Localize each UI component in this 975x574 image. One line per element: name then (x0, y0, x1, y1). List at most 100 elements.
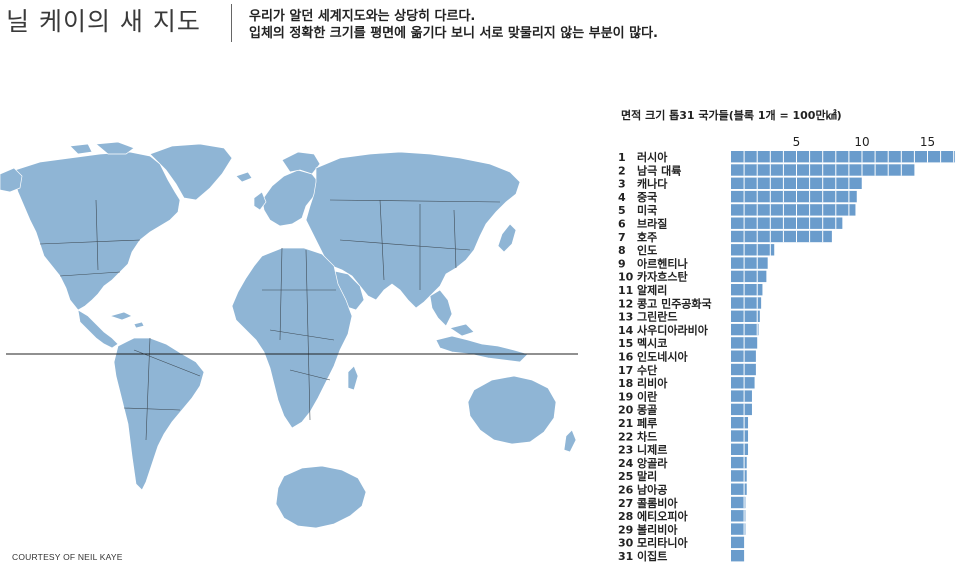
country-label: 수단 (637, 363, 657, 377)
land-central-america (77, 309, 119, 349)
land-alaska (0, 167, 23, 193)
bar (731, 151, 956, 163)
bar (731, 363, 756, 376)
land-asia (305, 151, 521, 309)
land-south-america (113, 337, 205, 491)
rank-label: 13 (618, 311, 633, 324)
x-tick-label: 5 (793, 135, 801, 149)
rank-label: 22 (618, 430, 633, 443)
country-label: 남극 대륙 (637, 163, 681, 177)
rank-label: 1 (618, 151, 626, 164)
map-country-borders (39, 199, 501, 441)
country-label: 볼리비아 (637, 522, 678, 536)
land-antarctica (275, 465, 367, 529)
bar-chart: 5 10 15 1 러시아 2 남극 대륙 3 캐나다 4 중국 5 미국 6 브라질 7 호주 8 인도 9 아르헨… (618, 135, 956, 563)
country-label: 인도 (637, 243, 657, 257)
bar (731, 496, 746, 509)
rank-label: 7 (618, 231, 626, 244)
x-axis-ticks: 5 10 15 (793, 135, 935, 149)
rank-label: 4 (618, 191, 626, 204)
land-greenland (149, 143, 233, 201)
bar (731, 257, 768, 269)
world-map-svg (0, 141, 578, 529)
rank-label: 27 (618, 497, 633, 510)
country-label: 미국 (637, 203, 657, 217)
bar (731, 190, 857, 203)
rank-label: 11 (618, 284, 633, 297)
bar (731, 230, 832, 243)
country-label: 인도네시아 (637, 350, 688, 364)
bar (731, 390, 752, 402)
land-africa (231, 247, 353, 429)
rank-label: 25 (618, 470, 633, 483)
country-label: 페루 (637, 416, 657, 430)
rank-label: 16 (618, 351, 634, 364)
country-label: 에티오피아 (637, 509, 688, 523)
bar (731, 270, 767, 283)
rank-label: 30 (618, 537, 634, 550)
rank-label: 9 (618, 257, 626, 270)
country-label: 그린란드 (637, 310, 677, 324)
rank-label: 21 (618, 417, 633, 430)
country-label: 호주 (637, 230, 657, 244)
land-scandinavia (281, 151, 321, 175)
bar (731, 470, 747, 482)
rank-label: 18 (618, 377, 633, 390)
land-southeast-asia (429, 289, 453, 327)
world-map (0, 140, 580, 570)
rank-label: 2 (618, 164, 626, 177)
land-madagascar (347, 365, 359, 391)
rank-label: 14 (618, 324, 634, 337)
land-caribbean (108, 311, 145, 329)
country-label: 사우디아라비아 (637, 323, 709, 337)
title-divider (231, 4, 232, 42)
bar (731, 483, 747, 495)
country-label: 모리타니아 (637, 536, 688, 550)
land-uk (235, 171, 267, 211)
subtitle-line-1: 우리가 알던 세계지도와는 상당히 다르다. (249, 9, 476, 24)
rank-label: 15 (618, 337, 633, 350)
bar (731, 443, 749, 455)
map-credit: COURTESY OF NEIL KAYE (12, 552, 123, 562)
land-indonesia (435, 323, 529, 363)
rank-label: 24 (618, 457, 634, 470)
country-label: 캐나다 (637, 177, 668, 191)
bar (731, 510, 746, 522)
bar (731, 456, 747, 469)
land-new-zealand (563, 429, 577, 453)
country-label: 브라질 (637, 217, 667, 231)
rank-label: 31 (618, 550, 633, 563)
x-tick-label: 10 (854, 135, 869, 149)
chart-title: 면적 크기 톱31 국가들(블록 1개 = 100만㎢) (621, 109, 842, 122)
bar (731, 284, 763, 296)
bar (731, 217, 843, 229)
bar (731, 430, 749, 442)
country-label: 이집트 (637, 549, 667, 563)
bar (731, 403, 752, 416)
bar (731, 310, 760, 322)
rank-label: 28 (618, 510, 633, 523)
subtitle-line-2: 입체의 정확한 크기를 평면에 옮기다 보니 서로 맞물리지 않는 부분이 많다… (249, 26, 658, 41)
country-label: 말리 (637, 469, 657, 483)
land-europe (261, 169, 321, 227)
country-label: 몽골 (637, 404, 657, 417)
bar (731, 417, 749, 429)
country-label: 이란 (637, 389, 657, 403)
country-label: 앙골라 (637, 456, 668, 470)
rank-label: 10 (618, 271, 634, 284)
rank-label: 19 (618, 390, 633, 403)
land-arctic-islands (69, 141, 135, 155)
land-australia (467, 375, 557, 445)
rank-label: 29 (618, 523, 633, 536)
country-label: 콜롬비아 (637, 496, 678, 510)
country-label: 멕시코 (637, 336, 667, 350)
country-label: 니제르 (637, 443, 667, 457)
bar (731, 377, 755, 389)
country-label: 차드 (637, 429, 657, 443)
rank-label: 3 (618, 178, 626, 191)
land-japan (497, 223, 517, 253)
bar (731, 350, 756, 362)
bar (731, 204, 856, 216)
bar (731, 244, 775, 256)
